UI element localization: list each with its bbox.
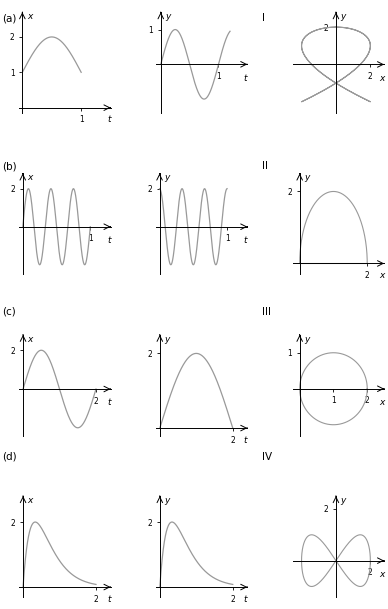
Text: y: y: [165, 496, 170, 505]
Text: x: x: [379, 271, 384, 280]
Text: (d): (d): [2, 452, 17, 462]
Text: x: x: [27, 12, 32, 21]
Text: x: x: [379, 569, 384, 579]
Text: t: t: [244, 236, 248, 245]
Text: t: t: [107, 115, 111, 124]
Text: IV: IV: [262, 452, 272, 462]
Text: y: y: [164, 174, 170, 183]
Text: y: y: [341, 12, 346, 21]
Text: t: t: [107, 398, 111, 407]
Text: x: x: [28, 496, 33, 505]
Text: t: t: [107, 594, 111, 604]
Text: t: t: [244, 435, 247, 445]
Text: I: I: [262, 13, 265, 23]
Text: t: t: [244, 74, 248, 83]
Text: t: t: [244, 594, 247, 604]
Text: x: x: [27, 174, 33, 183]
Text: x: x: [379, 74, 384, 83]
Text: y: y: [304, 174, 310, 183]
Text: y: y: [165, 12, 171, 21]
Text: (c): (c): [2, 307, 16, 317]
Text: y: y: [341, 496, 346, 505]
Text: x: x: [379, 398, 384, 407]
Text: II: II: [262, 161, 268, 171]
Text: III: III: [262, 307, 271, 317]
Text: x: x: [28, 335, 33, 343]
Text: (b): (b): [2, 161, 17, 171]
Text: (a): (a): [2, 13, 16, 23]
Text: y: y: [165, 335, 170, 343]
Text: y: y: [304, 335, 310, 343]
Text: t: t: [107, 236, 111, 245]
